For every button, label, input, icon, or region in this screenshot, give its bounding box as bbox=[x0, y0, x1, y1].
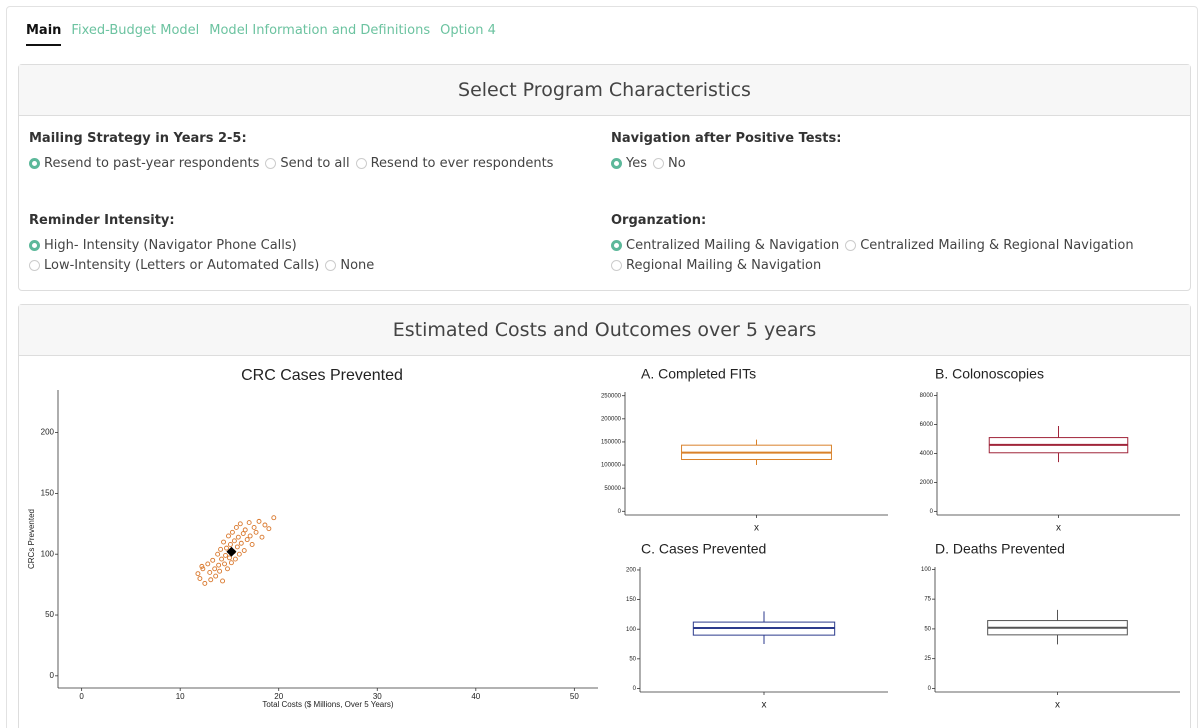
radio-option[interactable]: Regional Mailing & Navigation bbox=[611, 258, 821, 273]
radio-label: Low-Intensity (Letters or Automated Call… bbox=[44, 258, 320, 273]
radio-option[interactable]: Resend to past-year respondents bbox=[29, 156, 259, 171]
radio-option[interactable]: Centralized Mailing & Navigation bbox=[611, 238, 839, 253]
radio-option[interactable]: Send to all bbox=[265, 156, 350, 171]
group-label: Navigation after Positive Tests: bbox=[611, 131, 842, 146]
radio-options: Resend to past-year respondents Send to a… bbox=[29, 156, 599, 171]
group-label: Mailing Strategy in Years 2-5: bbox=[29, 131, 247, 146]
panel-title: Estimated Costs and Outcomes over 5 year… bbox=[19, 305, 1190, 356]
radio-option[interactable]: High- Intensity (Navigator Phone Calls) bbox=[29, 238, 297, 253]
radio-options: Centralized Mailing & Navigation Centrali… bbox=[611, 238, 1181, 273]
radio-group: Navigation after Positive Tests: Yes No bbox=[611, 131, 1181, 171]
group-label: Reminder Intensity: bbox=[29, 213, 175, 228]
radio-label: Regional Mailing & Navigation bbox=[626, 258, 822, 273]
radio-options: Yes No bbox=[611, 156, 1181, 171]
radio-option[interactable]: Resend to ever respondents bbox=[355, 156, 554, 171]
radio-button[interactable] bbox=[29, 240, 40, 251]
radio-label: High- Intensity (Navigator Phone Calls) bbox=[44, 238, 297, 253]
radio-group: Reminder Intensity: High- Intensity (Navi… bbox=[29, 213, 599, 273]
radio-option[interactable]: Yes bbox=[611, 156, 647, 171]
radio-label: None bbox=[340, 258, 375, 273]
radio-label: Send to all bbox=[280, 156, 350, 171]
radio-button[interactable] bbox=[29, 158, 40, 169]
radio-label: Resend to ever respondents bbox=[370, 156, 554, 171]
panel-title: Select Program Characteristics bbox=[19, 65, 1190, 116]
tab[interactable]: Option 4 bbox=[440, 23, 496, 38]
tab-bar: Main Fixed-Budget Model Model Information … bbox=[26, 23, 506, 46]
radio-label: No bbox=[668, 156, 686, 171]
tab[interactable]: Model Information and Definitions bbox=[209, 23, 431, 38]
tab-frame bbox=[6, 6, 1198, 728]
radio-button[interactable] bbox=[611, 260, 622, 271]
radio-label: Centralized Mailing & Navigation bbox=[626, 238, 840, 253]
radio-group: Organzation: Centralized Mailing & Naviga… bbox=[611, 213, 1181, 273]
radio-button[interactable] bbox=[355, 158, 367, 169]
radio-button[interactable] bbox=[653, 158, 664, 169]
radio-option[interactable]: Centralized Mailing & Regional Navigatio… bbox=[845, 238, 1134, 253]
results-panel: Estimated Costs and Outcomes over 5 year… bbox=[18, 304, 1191, 728]
radio-group: Mailing Strategy in Years 2-5: Resend to … bbox=[29, 131, 599, 171]
radio-option[interactable]: No bbox=[653, 156, 686, 171]
group-label: Organzation: bbox=[611, 213, 707, 228]
radio-button[interactable] bbox=[29, 260, 40, 271]
radio-label: Resend to past-year respondents bbox=[44, 156, 260, 171]
radio-button[interactable] bbox=[265, 158, 277, 169]
radio-button[interactable] bbox=[611, 240, 622, 251]
radio-option[interactable]: Low-Intensity (Letters or Automated Call… bbox=[29, 258, 319, 273]
program-panel: Select Program Characteristics Mailing S… bbox=[18, 64, 1191, 291]
radio-option[interactable]: None bbox=[325, 258, 374, 273]
tab[interactable]: Main bbox=[26, 23, 62, 46]
radio-button[interactable] bbox=[845, 240, 857, 251]
radio-label: Yes bbox=[626, 156, 647, 171]
radio-label: Centralized Mailing & Regional Navigatio… bbox=[860, 238, 1134, 253]
radio-options: High- Intensity (Navigator Phone Calls) L… bbox=[29, 238, 599, 273]
radio-button[interactable] bbox=[611, 158, 622, 169]
radio-button[interactable] bbox=[325, 260, 337, 271]
tab[interactable]: Fixed-Budget Model bbox=[71, 23, 200, 38]
